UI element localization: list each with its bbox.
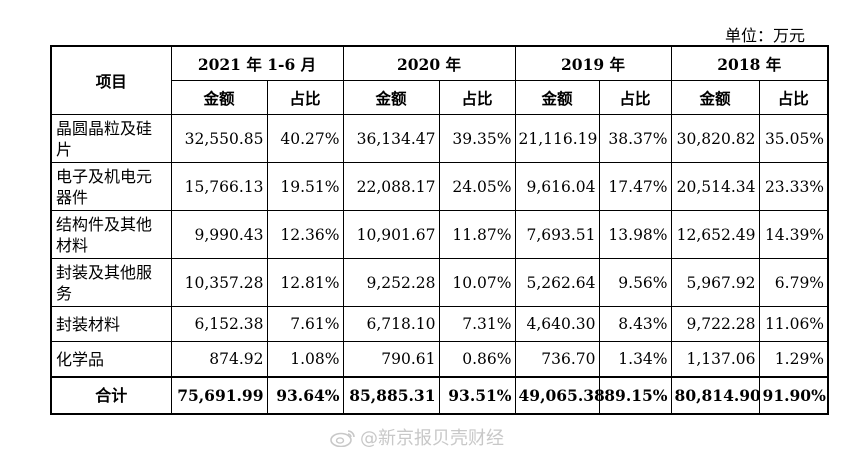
cell: 24.05% [438,162,516,211]
cell: 6.79% [758,258,829,307]
cell: 4,640.30 [514,306,600,342]
cell: 10.07% [438,258,516,307]
cell: 10,357.28 [170,258,268,307]
cell: 22,088.17 [342,162,440,211]
watermark: @新京报贝壳财经 [330,424,504,450]
table-row: 封装及其他服务 10,357.28 12.81% 9,252.28 10.07%… [50,258,829,307]
cell: 40.27% [266,114,344,163]
year-header-2: 2020 年 [342,45,516,81]
cell: 39.35% [438,114,516,163]
cell: 30,820.82 [670,114,760,163]
year-header-3: 2019 年 [514,45,672,81]
watermark-text: @新京报贝壳财经 [360,428,504,449]
cell: 9,616.04 [514,162,600,211]
cell: 790.61 [342,341,440,378]
year-header-1: 2021 年 1-6 月 [170,45,344,81]
ratio-header: 占比 [438,80,516,115]
cell: 35.05% [758,114,829,163]
cell: 6,718.10 [342,306,440,342]
project-header: 项目 [50,45,172,115]
cell: 20,514.34 [670,162,760,211]
cell: 9,722.28 [670,306,760,342]
table-row: 结构件及其他材料 9,990.43 12.36% 10,901.67 11.87… [50,210,829,259]
total-cell: 91.90% [758,376,829,415]
cell: 1.08% [266,341,344,378]
cell: 9,990.43 [170,210,268,259]
amount-header: 金额 [670,80,760,115]
total-cell: 93.51% [438,376,516,415]
cell: 32,550.85 [170,114,268,163]
ratio-header: 占比 [598,80,672,115]
cell: 9.56% [598,258,672,307]
cost-table: 项目 2021 年 1-6 月 2020 年 2019 年 2018 年 金额 … [50,45,830,415]
cell: 7,693.51 [514,210,600,259]
cell: 11.06% [758,306,829,342]
row-label: 结构件及其他材料 [50,210,172,259]
amount-header: 金额 [514,80,600,115]
cell: 1.34% [598,341,672,378]
unit-label: 单位：万元 [724,26,805,45]
table-row: 化学品 874.92 1.08% 790.61 0.86% 736.70 1.3… [50,341,829,378]
ratio-header: 占比 [266,80,344,115]
cell: 9,252.28 [342,258,440,307]
table-row: 晶圆晶粒及硅片 32,550.85 40.27% 36,134.47 39.35… [50,114,829,163]
cell: 6,152.38 [170,306,268,342]
cell: 15,766.13 [170,162,268,211]
cell: 736.70 [514,341,600,378]
cell: 12.81% [266,258,344,307]
cell: 1,137.06 [670,341,760,378]
cell: 874.92 [170,341,268,378]
total-cell: 49,065.38 [514,376,605,415]
table-row: 封装材料 6,152.38 7.61% 6,718.10 7.31% 4,640… [50,306,829,342]
row-label: 封装及其他服务 [50,258,172,307]
cell: 7.61% [266,306,344,342]
cell: 38.37% [598,114,672,163]
cell: 1.29% [758,341,829,378]
cell: 10,901.67 [342,210,440,259]
cell: 21,116.19 [514,114,600,163]
cell: 13.98% [598,210,672,259]
ratio-header: 占比 [758,80,829,115]
amount-header: 金额 [170,80,268,115]
total-cell: 75,691.99 [170,376,268,415]
cell: 5,967.92 [670,258,760,307]
row-label: 封装材料 [50,306,172,342]
cell: 17.47% [598,162,672,211]
total-label: 合计 [50,376,172,415]
row-label: 电子及机电元器件 [50,162,172,211]
cell: 23.33% [758,162,829,211]
year-header-4: 2018 年 [670,45,829,81]
cell: 0.86% [438,341,516,378]
row-label: 化学品 [50,341,172,378]
cell: 5,262.64 [514,258,600,307]
total-cell: 80,814.90 [670,376,761,415]
cell: 12.36% [266,210,344,259]
row-label: 晶圆晶粒及硅片 [50,114,172,163]
cell: 14.39% [758,210,829,259]
total-cell: 93.64% [266,376,344,415]
cell: 12,652.49 [670,210,760,259]
total-cell: 89.15% [598,376,672,415]
table-row: 电子及机电元器件 15,766.13 19.51% 22,088.17 24.0… [50,162,829,211]
cell: 11.87% [438,210,516,259]
cell: 36,134.47 [342,114,440,163]
amount-header: 金额 [342,80,440,115]
total-cell: 85,885.31 [342,376,440,415]
total-row: 合计 75,691.99 93.64% 85,885.31 93.51% 49,… [50,376,829,415]
weibo-icon [330,429,356,448]
cell: 8.43% [598,306,672,342]
cell: 7.31% [438,306,516,342]
cell: 19.51% [266,162,344,211]
